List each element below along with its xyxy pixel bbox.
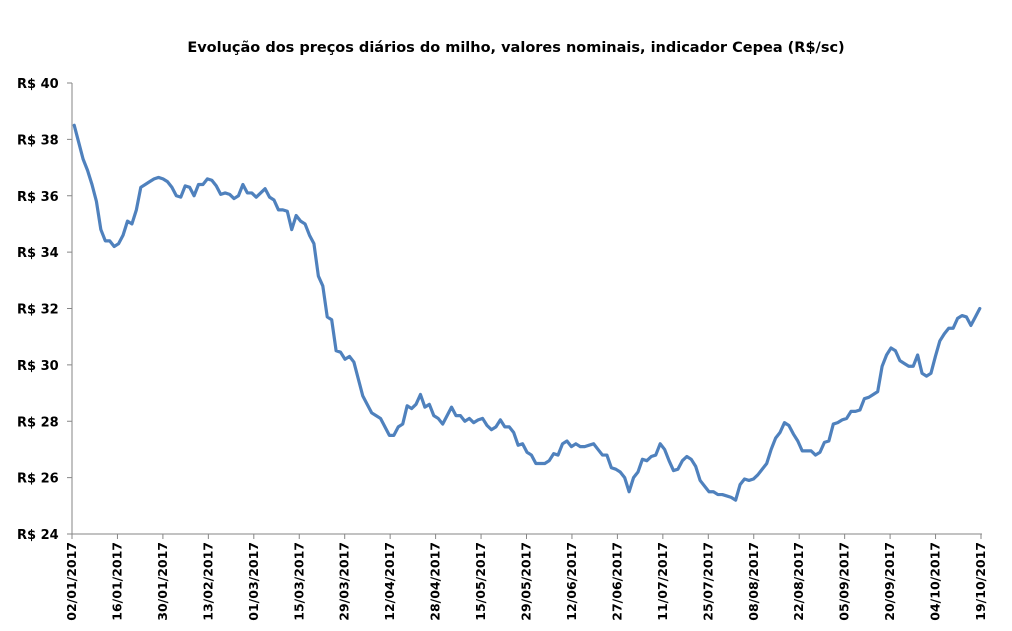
- x-tick-label: 11/07/2017: [655, 542, 670, 621]
- y-axis-tick-labels: R$ 40 R$ 38 R$ 36 R$ 34 R$ 32 R$ 30 R$ 28 R$ 26…: [17, 77, 59, 543]
- x-tick-label: 05/09/2017: [837, 542, 852, 621]
- x-tick-label: 30/01/2017: [155, 542, 170, 621]
- x-tick-label: 28/04/2017: [428, 542, 443, 621]
- y-tick-label: R$ 32: [17, 303, 59, 318]
- x-tick-label: 27/06/2017: [609, 542, 624, 621]
- y-tick-label: R$ 36: [17, 190, 59, 205]
- x-axis-ticks: [71, 534, 982, 539]
- series-group: [72, 123, 982, 502]
- x-tick-label: 12/06/2017: [564, 542, 579, 621]
- y-tick-label: R$ 38: [17, 133, 59, 148]
- x-tick-label: 29/03/2017: [337, 542, 352, 621]
- x-tick-label: 19/10/2017: [973, 542, 988, 621]
- x-tick-label: 16/01/2017: [109, 542, 124, 621]
- y-axis-ticks: [67, 82, 72, 535]
- x-tick-label: 22/08/2017: [791, 542, 806, 621]
- x-tick-label: 08/08/2017: [746, 542, 761, 621]
- x-tick-label: 29/05/2017: [519, 542, 534, 621]
- x-tick-label: 04/10/2017: [928, 542, 943, 621]
- y-tick-label: R$ 26: [17, 472, 59, 487]
- x-axis-tick-labels: 02/01/2017 16/01/2017 30/01/2017 13/02/2017…: [64, 542, 988, 621]
- x-tick-label: 01/03/2017: [246, 542, 261, 621]
- y-tick-label: R$ 24: [17, 528, 59, 543]
- x-tick-label: 15/03/2017: [291, 542, 306, 621]
- y-tick-label: R$ 30: [17, 359, 59, 374]
- x-tick-label: 02/01/2017: [64, 542, 79, 621]
- y-tick-label: R$ 34: [17, 246, 59, 261]
- x-tick-label: 13/02/2017: [200, 542, 215, 621]
- y-tick-label: R$ 40: [17, 77, 59, 92]
- x-tick-label: 20/09/2017: [882, 542, 897, 621]
- y-tick-label: R$ 28: [17, 415, 59, 430]
- series-line: [72, 123, 982, 502]
- chart-title: Evolução dos preços diários do milho, va…: [187, 40, 844, 56]
- x-tick-label: 25/07/2017: [700, 542, 715, 621]
- x-tick-label: 15/05/2017: [473, 542, 488, 621]
- x-tick-label: 12/04/2017: [382, 542, 397, 621]
